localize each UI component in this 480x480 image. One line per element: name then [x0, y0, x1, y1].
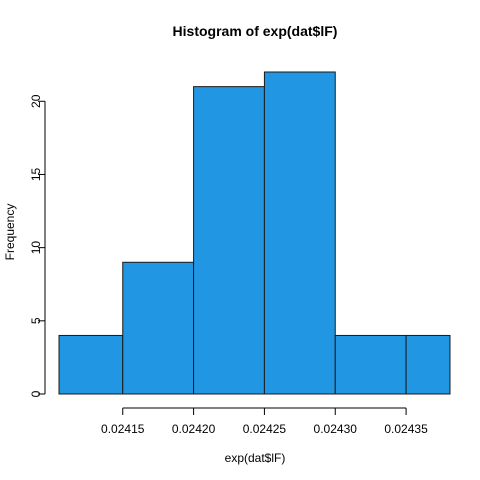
chart-title: Histogram of exp(dat$lF) — [173, 23, 338, 39]
y-tick-label: 20 — [29, 94, 43, 108]
y-axis: 0 5 10 15 20 — [29, 94, 46, 397]
histogram-bar-1 — [58, 334, 124, 395]
histogram-bar-4 — [263, 71, 336, 395]
histogram-bar-2 — [122, 261, 195, 395]
histogram-bar-6 — [405, 334, 451, 395]
y-axis-label: Frequency — [3, 204, 17, 261]
bars-group — [58, 71, 451, 395]
histogram-bar-3 — [193, 86, 265, 395]
histogram-bar-5 — [334, 334, 407, 395]
x-tick-label: 0.02435 — [384, 422, 428, 436]
x-tick-label: 0.02430 — [314, 422, 358, 436]
x-tick-label: 0.02420 — [172, 422, 216, 436]
y-tick-label: 10 — [29, 241, 43, 255]
y-tick-label: 15 — [29, 167, 43, 181]
x-tick-label: 0.02415 — [101, 422, 145, 436]
x-axis: 0.02415 0.02420 0.02425 0.02430 0.02435 — [101, 407, 428, 436]
x-tick-label: 0.02425 — [243, 422, 287, 436]
y-tick-label: 0 — [29, 390, 43, 397]
y-tick-label: 5 — [29, 317, 43, 324]
x-axis-label: exp(dat$lF) — [225, 451, 286, 465]
